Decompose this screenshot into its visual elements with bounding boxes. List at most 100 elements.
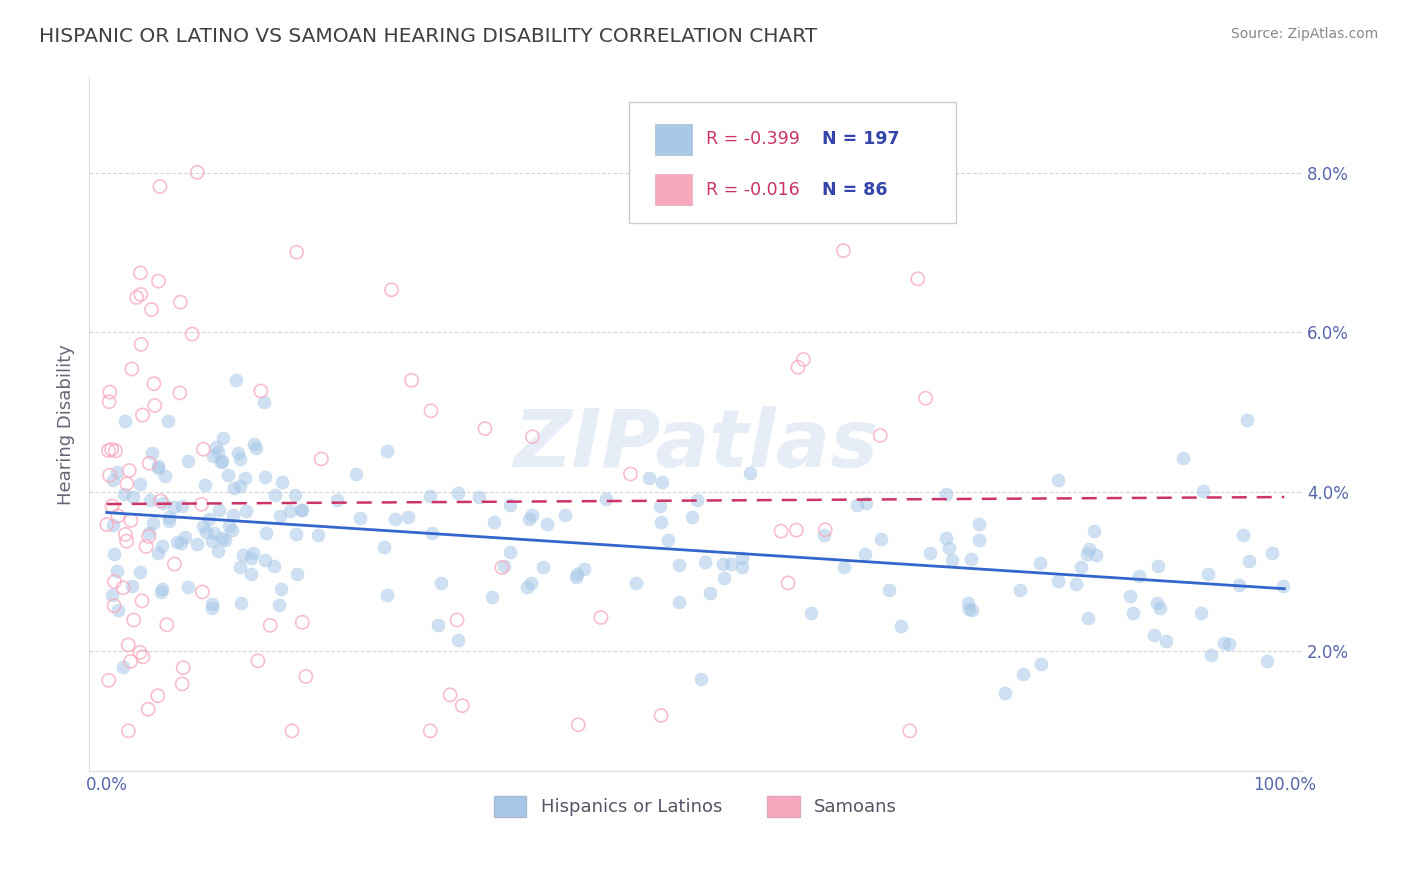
Point [221,523,243,537]
Point [129,337,152,351]
Point [253,469,276,483]
Point [451,698,474,713]
Point [651,475,673,490]
Point [1189,606,1212,620]
Point [1237,554,1260,568]
Point [156,414,179,428]
Point [209,454,232,468]
Point [198,512,221,526]
Point [447,632,470,647]
Point [481,590,503,604]
Point [129,266,152,280]
Text: N = 197: N = 197 [821,130,900,148]
Point [787,360,810,375]
Point [474,421,496,435]
Point [967,533,990,548]
Point [194,524,217,539]
Point [271,475,294,489]
Point [97,443,120,458]
Point [832,244,855,258]
Point [201,601,224,615]
Point [1008,582,1031,597]
Point [235,471,257,485]
Point [657,533,679,547]
Point [1149,601,1171,615]
Point [956,596,979,610]
Point [1076,548,1098,562]
Point [960,551,983,566]
Point [150,539,173,553]
Point [681,509,703,524]
Point [250,384,273,398]
Point [499,545,522,559]
Point [112,581,135,595]
Point [307,527,329,541]
Point [156,617,179,632]
Point [1122,607,1144,621]
Point [420,404,443,418]
Point [373,540,395,554]
Point [221,508,243,522]
Point [446,613,468,627]
Point [1029,556,1052,570]
Point [344,467,367,481]
Point [129,287,152,301]
Point [120,513,142,527]
Point [813,528,835,542]
Text: R = -0.399: R = -0.399 [706,130,800,148]
Point [1256,654,1278,668]
Point [229,560,252,574]
Point [242,546,264,560]
Point [1119,589,1142,603]
Point [131,408,153,422]
Point [103,548,125,562]
Point [254,526,277,541]
Point [278,504,301,518]
Point [713,557,735,571]
Point [375,588,398,602]
Point [713,571,735,585]
Point [1029,657,1052,671]
Point [1212,636,1234,650]
Point [637,470,659,484]
Point [1047,473,1070,487]
Point [107,508,129,523]
Point [139,493,162,508]
Point [281,723,304,738]
Point [240,567,263,582]
Point [1046,574,1069,588]
Point [626,575,648,590]
Point [832,560,855,574]
Point [115,534,138,549]
Point [907,272,929,286]
Point [1171,451,1194,466]
Point [146,689,169,703]
Point [846,498,869,512]
Point [326,492,349,507]
Point [225,373,247,387]
FancyBboxPatch shape [655,124,692,155]
Point [150,582,173,597]
Point [918,546,941,560]
Point [650,708,672,723]
Point [1218,637,1240,651]
Point [648,500,671,514]
Point [778,576,800,591]
Point [738,466,761,480]
Point [814,523,837,537]
Point [401,373,423,387]
Point [375,444,398,458]
Point [295,669,318,683]
Point [1147,559,1170,574]
Point [650,515,672,529]
Point [720,557,742,571]
Point [186,537,208,551]
Point [914,391,936,405]
Point [211,431,233,445]
Point [231,596,253,610]
Point [567,717,589,731]
Point [259,618,281,632]
Point [468,490,491,504]
Point [1077,610,1099,624]
Point [1083,524,1105,539]
